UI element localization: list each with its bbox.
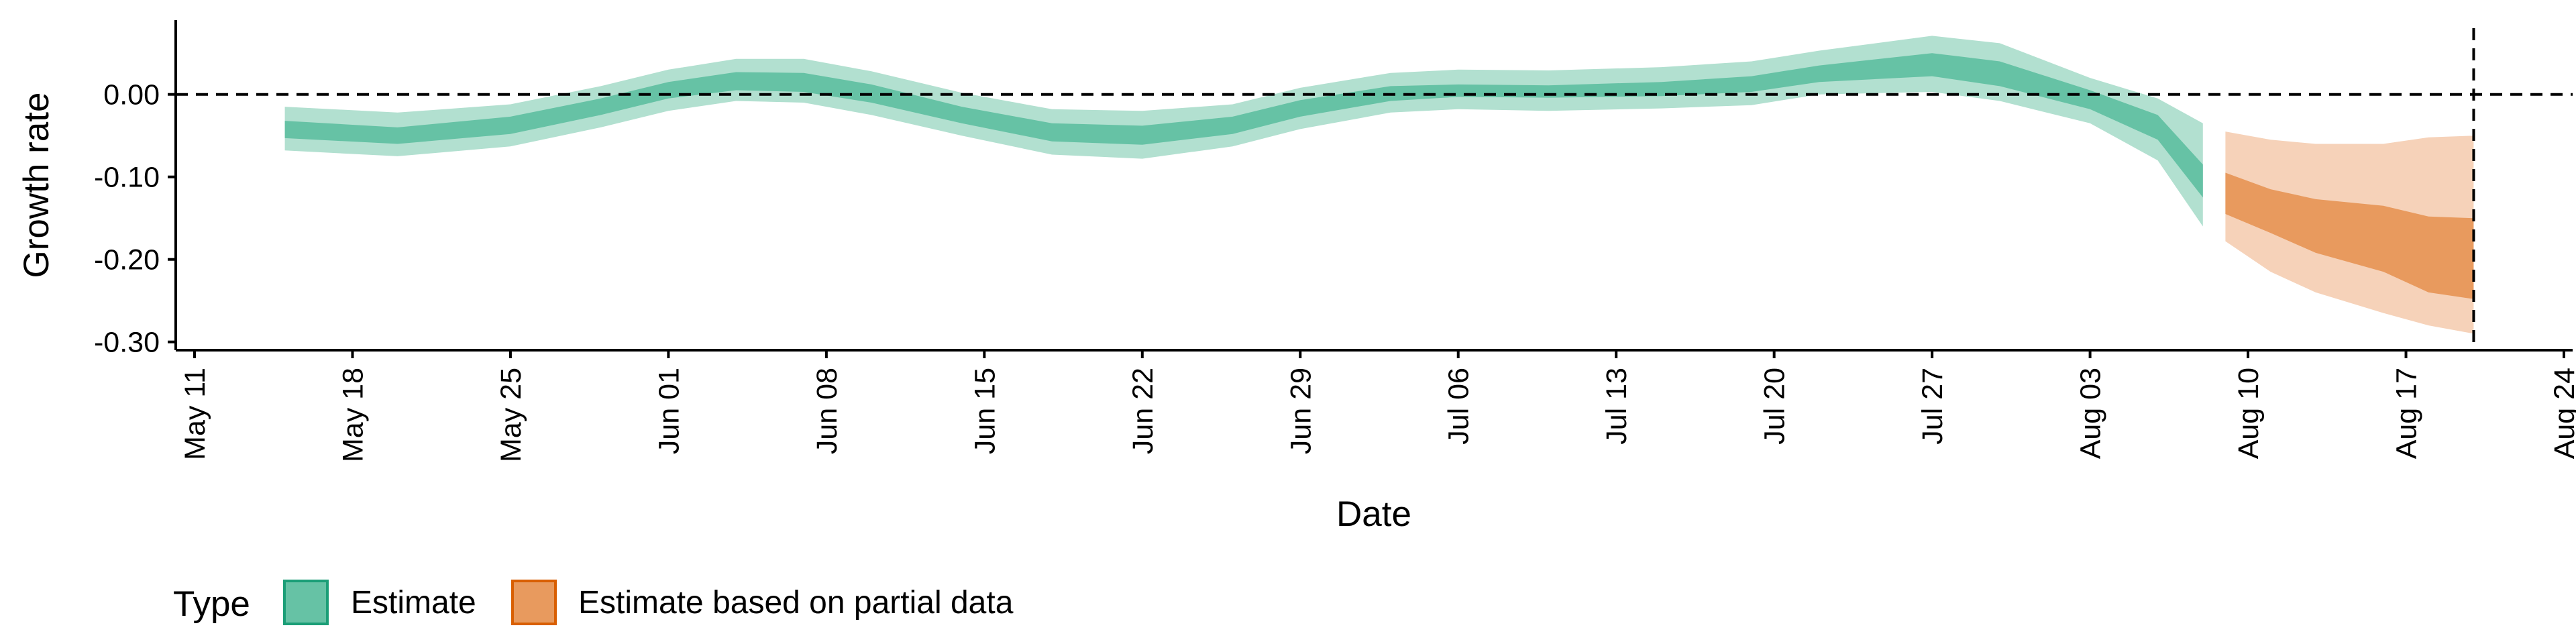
x-tick-label: Jun 15 <box>969 368 1001 454</box>
x-tick-label: May 18 <box>337 368 369 462</box>
legend: Type Estimate Estimate based on partial … <box>173 580 1014 625</box>
y-tick-label: -0.20 <box>94 244 160 276</box>
band-50-estimate <box>284 53 2203 198</box>
y-axis-title: Growth rate <box>17 93 56 278</box>
x-tick-label: Jun 29 <box>1285 368 1317 454</box>
y-ticks: 0.00 -0.10 -0.20 -0.30 <box>94 79 176 359</box>
x-tick-label: Jun 01 <box>653 368 685 454</box>
x-ticks: May 11 May 18 May 25 Jun 01 Jun 08 Jun 15 Jun … <box>179 350 2576 462</box>
x-tick-label: Aug 03 <box>2075 368 2107 459</box>
legend-key-partial-estimate <box>511 580 557 625</box>
x-tick-label: Jun 22 <box>1127 368 1159 454</box>
x-tick-label: Aug 17 <box>2391 368 2423 459</box>
legend-label-partial-estimate: Estimate based on partial data <box>578 585 1014 621</box>
x-tick-label: Jun 08 <box>811 368 843 454</box>
x-tick-label: Jul 06 <box>1443 368 1475 445</box>
x-axis-title: Date <box>1336 494 1411 534</box>
x-tick-label: Jul 13 <box>1601 368 1633 445</box>
band-50-partial-estimate <box>2225 172 2474 299</box>
legend-title: Type <box>173 584 250 624</box>
legend-label-estimate: Estimate <box>351 585 476 621</box>
x-tick-label: Jul 20 <box>1759 368 1791 445</box>
x-tick-label: May 25 <box>495 368 527 462</box>
y-tick-label: 0.00 <box>103 79 160 111</box>
y-tick-label: -0.30 <box>94 327 160 359</box>
x-tick-label: Jul 27 <box>1917 368 1949 445</box>
legend-key-estimate <box>283 580 329 625</box>
y-tick-label: -0.10 <box>94 162 160 194</box>
x-axis: May 11 May 18 May 25 Jun 01 Jun 08 Jun 15 Jun … <box>176 349 2576 462</box>
band-layer <box>284 36 2474 334</box>
x-tick-label: May 11 <box>179 368 211 460</box>
y-axis: 0.00 -0.10 -0.20 -0.30 <box>94 20 177 359</box>
x-tick-label: Aug 10 <box>2233 368 2265 459</box>
x-tick-label: Aug 24 <box>2548 368 2576 459</box>
